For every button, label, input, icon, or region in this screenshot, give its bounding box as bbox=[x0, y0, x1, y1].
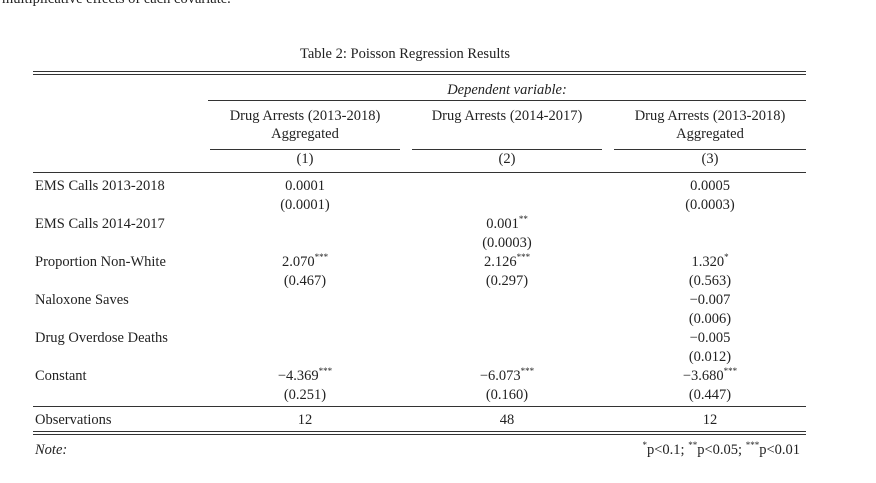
rule bbox=[33, 406, 806, 407]
coefficient: −6.073*** bbox=[480, 367, 534, 385]
legend-text: p<0.1; bbox=[647, 442, 685, 458]
coef-value: −6.073 bbox=[479, 368, 521, 384]
significance-legend: *p<0.1; **p<0.05; ***p<0.01 bbox=[643, 441, 801, 459]
legend-stars: *** bbox=[745, 440, 760, 450]
column-header: Drug Arrests (2013-2018) bbox=[229, 108, 381, 124]
rule bbox=[412, 149, 602, 150]
observations-label: Observations bbox=[35, 412, 112, 428]
observations-value: 12 bbox=[297, 412, 313, 428]
coef-value: −0.005 bbox=[689, 330, 731, 346]
row-label: Naloxone Saves bbox=[35, 292, 129, 308]
legend-stars: * bbox=[642, 440, 648, 450]
column-header: Aggregated bbox=[271, 126, 339, 142]
coef-value: 2.070 bbox=[281, 254, 315, 270]
coefficient: 0.001** bbox=[486, 215, 528, 233]
legend-text: p<0.05; bbox=[697, 442, 743, 458]
coefficient: 2.126*** bbox=[484, 253, 530, 271]
coefficient: −0.005 bbox=[690, 329, 731, 347]
rule bbox=[33, 431, 806, 432]
rule bbox=[208, 100, 806, 101]
column-header: Drug Arrests (2014-2017) bbox=[431, 108, 583, 124]
significance-stars: *** bbox=[318, 366, 333, 376]
significance-stars: *** bbox=[723, 366, 738, 376]
standard-error: (0.0003) bbox=[482, 235, 532, 251]
rule bbox=[33, 172, 806, 173]
standard-error: (0.467) bbox=[283, 273, 327, 289]
rule bbox=[210, 149, 400, 150]
column-header: Drug Arrests (2013-2018) bbox=[634, 108, 786, 124]
row-label: EMS Calls 2014-2017 bbox=[35, 216, 165, 232]
coef-value: 2.126 bbox=[483, 254, 517, 270]
rule bbox=[33, 74, 806, 75]
column-number: (2) bbox=[498, 151, 516, 167]
standard-error: (0.012) bbox=[688, 349, 732, 365]
column-number: (1) bbox=[296, 151, 314, 167]
standard-error: (0.160) bbox=[485, 387, 529, 403]
standard-error: (0.251) bbox=[283, 387, 327, 403]
rule bbox=[33, 434, 806, 435]
coef-value: 1.320 bbox=[691, 254, 725, 270]
legend-text: p<0.01 bbox=[759, 442, 800, 458]
coefficient: −0.007 bbox=[690, 291, 731, 309]
coefficient: 0.0001 bbox=[285, 177, 325, 195]
row-label: EMS Calls 2013-2018 bbox=[35, 178, 165, 194]
significance-stars: * bbox=[724, 252, 729, 262]
coef-value: −3.680 bbox=[682, 368, 724, 384]
column-header: Aggregated bbox=[676, 126, 744, 142]
row-label: Proportion Non-White bbox=[35, 254, 166, 270]
row-label: Constant bbox=[35, 368, 87, 384]
row-label: Drug Overdose Deaths bbox=[35, 330, 168, 346]
legend-stars: ** bbox=[688, 440, 698, 450]
standard-error: (0.563) bbox=[688, 273, 732, 289]
rule bbox=[614, 149, 806, 150]
coef-value: −4.369 bbox=[277, 368, 319, 384]
standard-error: (0.0003) bbox=[685, 197, 735, 213]
coef-value: −0.007 bbox=[689, 292, 731, 308]
rule bbox=[33, 71, 806, 72]
significance-stars: *** bbox=[516, 252, 531, 262]
standard-error: (0.447) bbox=[688, 387, 732, 403]
caption: Table 2: Poisson Regression Results bbox=[299, 46, 511, 62]
coef-value: 0.0001 bbox=[285, 178, 325, 194]
note-label: Note: bbox=[35, 442, 68, 458]
coef-value: 0.0005 bbox=[690, 178, 730, 194]
dependent-label: Dependent variable: bbox=[447, 82, 567, 98]
significance-stars: *** bbox=[314, 252, 329, 262]
significance-stars: *** bbox=[520, 366, 535, 376]
observations-value: 12 bbox=[702, 412, 718, 428]
coefficient: 0.0005 bbox=[690, 177, 730, 195]
standard-error: (0.0001) bbox=[280, 197, 330, 213]
coefficient: −3.680*** bbox=[683, 367, 737, 385]
column-number: (3) bbox=[701, 151, 719, 167]
header-fragment: multiplicative effects of each covariate… bbox=[2, 0, 231, 8]
observations-value: 48 bbox=[499, 412, 515, 428]
standard-error: (0.006) bbox=[688, 311, 732, 327]
coef-value: 0.001 bbox=[486, 216, 519, 232]
coefficient: 1.320* bbox=[691, 253, 728, 271]
significance-stars: ** bbox=[518, 214, 528, 224]
standard-error: (0.297) bbox=[485, 273, 529, 289]
coefficient: 2.070*** bbox=[282, 253, 328, 271]
coefficient: −4.369*** bbox=[278, 367, 332, 385]
